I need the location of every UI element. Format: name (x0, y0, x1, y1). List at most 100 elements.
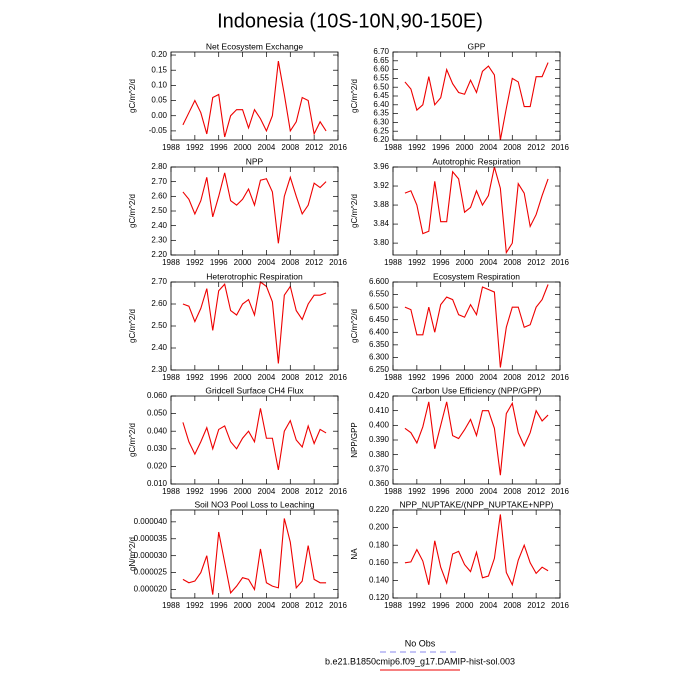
x-tick-label: 1992 (186, 601, 204, 610)
x-tick-label: 1988 (384, 601, 402, 610)
data-line (404, 62, 549, 141)
data-line (182, 172, 327, 244)
x-tick-label: 2008 (503, 143, 521, 152)
x-tick-label: 2000 (456, 143, 474, 152)
y-axis-label: gC/m^2/d (128, 309, 137, 343)
y-tick-label: 0.200 (369, 523, 390, 532)
plot-frame (392, 166, 561, 256)
y-tick-label: 0.220 (369, 505, 390, 514)
x-tick-label: 2004 (258, 143, 276, 152)
y-axis-label: gN/m^2/d (128, 537, 137, 571)
y-tick-label: 3.92 (373, 181, 389, 190)
y-tick-label: 6.45 (373, 91, 389, 100)
x-tick-label: 2008 (503, 258, 521, 267)
y-axis-label: gC/m^2/d (350, 309, 359, 343)
y-tick-label: 6.600 (369, 277, 390, 286)
y-tick-label: 3.88 (373, 200, 389, 209)
x-tick-label: 2016 (551, 601, 569, 610)
x-tick-label: 2008 (281, 487, 299, 496)
x-tick-label: 2004 (480, 601, 498, 610)
panel-title: Autotrophic Respiration (432, 156, 521, 166)
plot-frame (170, 395, 339, 485)
x-tick-label: 1996 (210, 601, 228, 610)
data-line (182, 408, 327, 471)
y-tick-label: 2.70 (151, 277, 167, 286)
x-tick-label: 2004 (480, 143, 498, 152)
x-tick-label: 2012 (305, 373, 323, 382)
data-line (404, 284, 549, 368)
y-tick-label: 6.25 (373, 126, 389, 135)
panel-title: Ecosystem Respiration (433, 271, 520, 281)
y-tick-label: 0.370 (369, 464, 390, 473)
y-tick-label: 0.000040 (134, 517, 168, 526)
x-tick-label: 1988 (384, 487, 402, 496)
x-tick-label: 2000 (456, 373, 474, 382)
x-tick-label: 1988 (384, 373, 402, 382)
data-line (404, 514, 549, 587)
x-tick-label: 2000 (234, 143, 252, 152)
panel-title: Heterotrophic Respiration (206, 271, 303, 281)
legend-label: No Obs (405, 638, 436, 648)
y-tick-label: 0.10 (151, 80, 167, 89)
x-tick-label: 2004 (258, 601, 276, 610)
x-tick-label: 2008 (503, 601, 521, 610)
x-tick-label: 2016 (329, 601, 347, 610)
y-tick-label: 6.35 (373, 109, 389, 118)
x-tick-label: 2012 (527, 143, 545, 152)
x-tick-label: 2012 (305, 258, 323, 267)
plot-frame (170, 509, 339, 599)
y-tick-label: 0.20 (151, 50, 167, 59)
y-tick-label: 0.05 (151, 96, 167, 105)
y-tick-label: 0.040 (147, 426, 168, 435)
x-tick-label: 2012 (527, 373, 545, 382)
y-tick-label: 0.15 (151, 65, 167, 74)
y-tick-label: 6.65 (373, 56, 389, 65)
x-tick-label: 2016 (551, 487, 569, 496)
data-line (404, 401, 549, 476)
y-tick-label: 0.160 (369, 558, 390, 567)
x-tick-label: 1988 (384, 143, 402, 152)
x-tick-label: 2000 (234, 487, 252, 496)
x-tick-label: 2000 (234, 601, 252, 610)
data-line (404, 166, 549, 255)
y-axis-label: gC/m^2/d (128, 423, 137, 457)
y-tick-label: 6.400 (369, 327, 390, 336)
x-tick-label: 2004 (258, 373, 276, 382)
y-tick-label: 0.420 (369, 391, 390, 400)
y-tick-label: 0.400 (369, 420, 390, 429)
x-tick-label: 1992 (408, 487, 426, 496)
y-tick-label: 0.000020 (134, 585, 168, 594)
x-tick-label: 1992 (186, 143, 204, 152)
y-tick-label: 6.350 (369, 340, 390, 349)
y-tick-label: 6.250 (369, 365, 390, 374)
x-tick-label: 2008 (503, 487, 521, 496)
y-tick-label: 0.120 (369, 593, 390, 602)
data-line (182, 61, 327, 138)
x-tick-label: 1988 (162, 601, 180, 610)
x-tick-label: 1992 (408, 258, 426, 267)
x-tick-label: 1992 (186, 373, 204, 382)
panel-title: Gridcell Surface CH4 Flux (205, 385, 304, 395)
y-tick-label: 6.500 (369, 302, 390, 311)
x-tick-label: 1988 (162, 143, 180, 152)
legend-label: b.e21.B1850cmip6.f09_g17.DAMIP-hist-sol.… (325, 656, 515, 666)
x-tick-label: 2000 (234, 258, 252, 267)
x-tick-label: 2016 (329, 258, 347, 267)
x-tick-label: 1996 (210, 487, 228, 496)
y-tick-label: 2.70 (151, 177, 167, 186)
x-tick-label: 1996 (210, 258, 228, 267)
y-tick-label: 3.96 (373, 162, 389, 171)
y-tick-label: 6.40 (373, 100, 389, 109)
x-tick-label: 1988 (162, 487, 180, 496)
x-tick-label: 2004 (480, 373, 498, 382)
x-tick-label: 2008 (281, 143, 299, 152)
x-tick-label: 1996 (210, 373, 228, 382)
y-tick-label: 0.050 (147, 409, 168, 418)
y-axis-label: gC/m^2/d (128, 79, 137, 113)
x-tick-label: 2012 (527, 601, 545, 610)
plot-frame (392, 51, 561, 141)
x-tick-label: 1996 (432, 258, 450, 267)
panel-title: NPP (246, 156, 264, 166)
y-tick-label: 0.390 (369, 435, 390, 444)
